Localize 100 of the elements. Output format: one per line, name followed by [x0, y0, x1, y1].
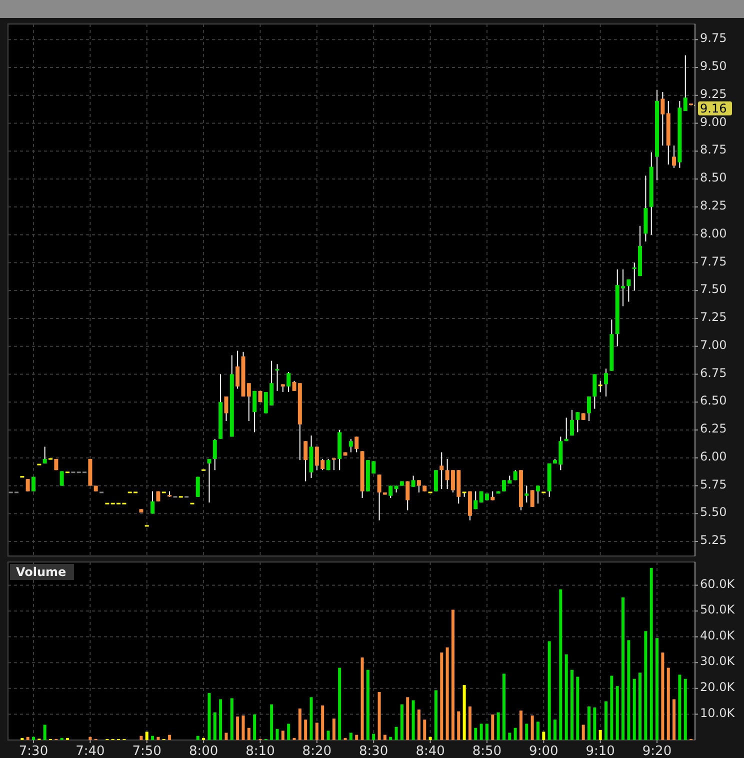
bar [298, 708, 302, 740]
y-tick-label: 8.00 [700, 226, 727, 240]
bar [519, 710, 522, 740]
bar [491, 714, 494, 740]
candlestick [586, 396, 591, 422]
candlestick [660, 92, 665, 146]
bar [43, 724, 46, 740]
bar [156, 736, 160, 740]
bar [230, 698, 234, 740]
candlestick [683, 54, 688, 112]
bar [514, 728, 517, 740]
candlestick [286, 371, 291, 393]
candlestick [32, 476, 36, 492]
y-tick-label: 6.25 [700, 422, 727, 436]
bar [678, 674, 682, 740]
bar [247, 728, 250, 740]
y-tick-label: 20.0K [700, 680, 736, 694]
y-tick-label: 50.0K [700, 602, 736, 617]
x-tick-label: 9:10 [586, 744, 615, 758]
bar [360, 657, 364, 740]
y-tick-label: 9.50 [700, 59, 727, 74]
bar [310, 697, 313, 740]
candlestick [275, 364, 280, 392]
x-tick-label: 7:40 [76, 744, 105, 758]
candlestick [570, 409, 574, 436]
bar [428, 736, 432, 740]
x-tick-label: 8:50 [472, 744, 502, 758]
y-tick-label: 9.00 [700, 114, 727, 129]
bar [451, 610, 454, 740]
y-tick-label: 5.75 [700, 477, 727, 492]
bar [321, 705, 324, 740]
bar [644, 631, 648, 740]
candlestick [212, 438, 217, 471]
bar [213, 712, 216, 740]
bar [372, 734, 376, 740]
y-tick-label: 9.25 [700, 86, 727, 101]
bar [638, 672, 642, 740]
y-tick-label: 7.25 [700, 310, 727, 324]
candlestick [332, 458, 336, 471]
y-tick-label: 6.50 [700, 394, 727, 408]
annotation: 9.16 [700, 102, 727, 116]
candlestick [440, 452, 444, 490]
bar [332, 718, 336, 740]
bar [553, 720, 556, 740]
candlestick [388, 485, 393, 499]
bar [145, 732, 148, 740]
x-tick-label: 8:20 [302, 744, 332, 758]
bar [666, 668, 670, 740]
y-tick-label: 6.75 [700, 366, 727, 380]
y-tick-label: 8.75 [700, 142, 727, 157]
bar [440, 652, 444, 740]
y-tick-label: 5.25 [700, 533, 727, 548]
bar [582, 724, 585, 740]
x-tick-label: 9:00 [529, 744, 558, 758]
bar [593, 707, 596, 740]
candlestick [304, 440, 308, 482]
bar [26, 736, 30, 740]
candlestick [524, 485, 529, 503]
chart-title: Volume [16, 565, 66, 579]
candlestick [536, 485, 540, 504]
bar [281, 730, 284, 740]
candlestick [604, 368, 608, 398]
candlestick [626, 278, 631, 302]
bar [417, 710, 420, 740]
bar [474, 728, 478, 740]
bar [208, 693, 211, 740]
bar [536, 722, 540, 740]
bar [462, 685, 466, 740]
bar [349, 732, 352, 740]
bar [542, 732, 546, 740]
y-tick-label: 8.50 [700, 170, 727, 185]
bar [315, 722, 318, 740]
candlestick [42, 446, 47, 464]
bar [196, 736, 200, 740]
bar [394, 726, 398, 740]
x-tick-label: 8:00 [188, 744, 218, 758]
bar [366, 670, 370, 740]
bar [502, 674, 506, 740]
bar [508, 732, 512, 740]
bar [400, 704, 404, 740]
candlestick [348, 438, 353, 453]
y-tick-label: 8.25 [700, 198, 727, 213]
bar [378, 692, 381, 740]
bar [423, 720, 426, 740]
bar [287, 724, 290, 740]
candlestick [60, 470, 64, 486]
bar [457, 711, 460, 740]
bar [446, 647, 449, 740]
bar [224, 732, 228, 740]
y-tick-label: 7.50 [700, 282, 727, 296]
candlestick [672, 145, 676, 168]
candlestick [224, 396, 228, 422]
bar [627, 640, 630, 740]
bar [338, 668, 342, 740]
y-tick-label: 7.00 [700, 338, 727, 352]
y-tick-label: 60.0K [700, 576, 736, 591]
bar [151, 736, 154, 740]
candlestick [150, 490, 155, 514]
bar [616, 686, 619, 740]
x-tick-label: 8:10 [246, 744, 275, 758]
